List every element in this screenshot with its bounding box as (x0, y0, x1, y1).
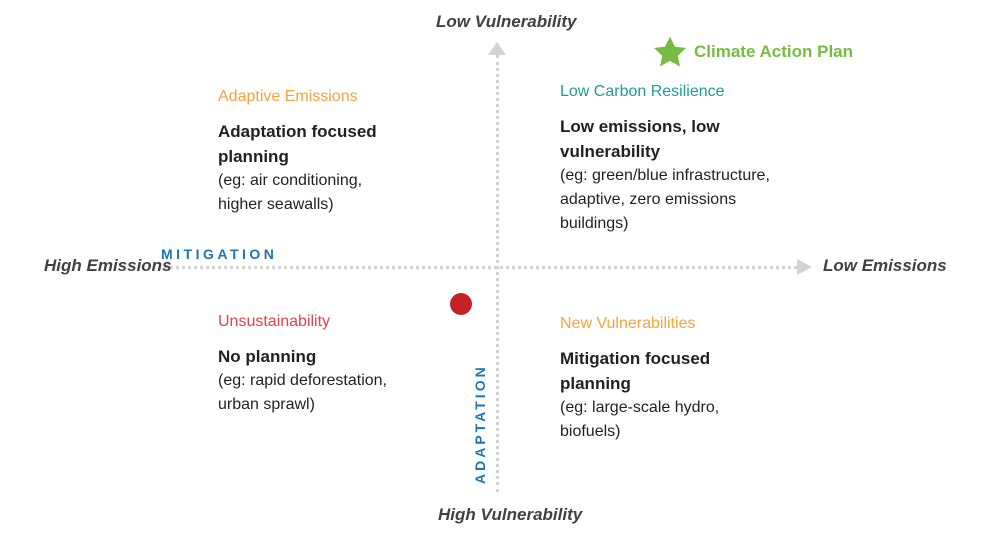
star-icon (654, 36, 686, 67)
horizontal-axis-line (158, 266, 797, 269)
climate-action-plan-legend: Climate Action Plan (654, 36, 853, 67)
quadrant-examples: (eg: rapid deforestation, urban sprawl) (218, 372, 387, 413)
axis-label-high-vulnerability: High Vulnerability (438, 505, 583, 524)
quadrant-top-left: Adaptive Emissions Adaptation focused pl… (218, 87, 403, 217)
quadrant-heading: Mitigation focused planning (560, 349, 711, 393)
legend-label: Climate Action Plan (694, 41, 854, 61)
arrow-up-icon (488, 42, 506, 55)
quadrant-title: Adaptive Emissions (218, 88, 358, 105)
quadrant-heading: Low emissions, low vulnerability (560, 117, 720, 161)
quadrant-heading: Adaptation focused planning (218, 122, 377, 166)
position-marker-dot (450, 293, 472, 315)
quadrant-bottom-left: Unsustainability No planning (eg: rapid … (218, 312, 418, 417)
vertical-axis-line (496, 55, 499, 492)
quadrant-top-right: Low Carbon Resilience Low emissions, low… (560, 82, 805, 236)
quadrant-title: Low Carbon Resilience (560, 83, 725, 100)
axis-label-low-vulnerability: Low Vulnerability (436, 12, 577, 31)
axis-label-low-emissions: Low Emissions (823, 256, 947, 275)
quadrant-heading: No planning (218, 347, 317, 366)
quadrant-title: New Vulnerabilities (560, 315, 696, 332)
axis-name-adaptation: ADAPTATION (472, 364, 488, 484)
arrow-right-icon (797, 259, 812, 275)
quadrant-title: Unsustainability (218, 313, 331, 330)
quadrant-examples: (eg: green/blue infrastructure, adaptive… (560, 167, 770, 232)
quadrant-examples: (eg: large-scale hydro, biofuels) (560, 399, 720, 440)
axis-label-high-emissions: High Emissions (44, 256, 172, 275)
quadrant-bottom-right: New Vulnerabilities Mitigation focused p… (560, 314, 755, 444)
quadrant-examples: (eg: air conditioning, higher seawalls) (218, 172, 363, 213)
axis-name-mitigation: MITIGATION (161, 246, 278, 262)
